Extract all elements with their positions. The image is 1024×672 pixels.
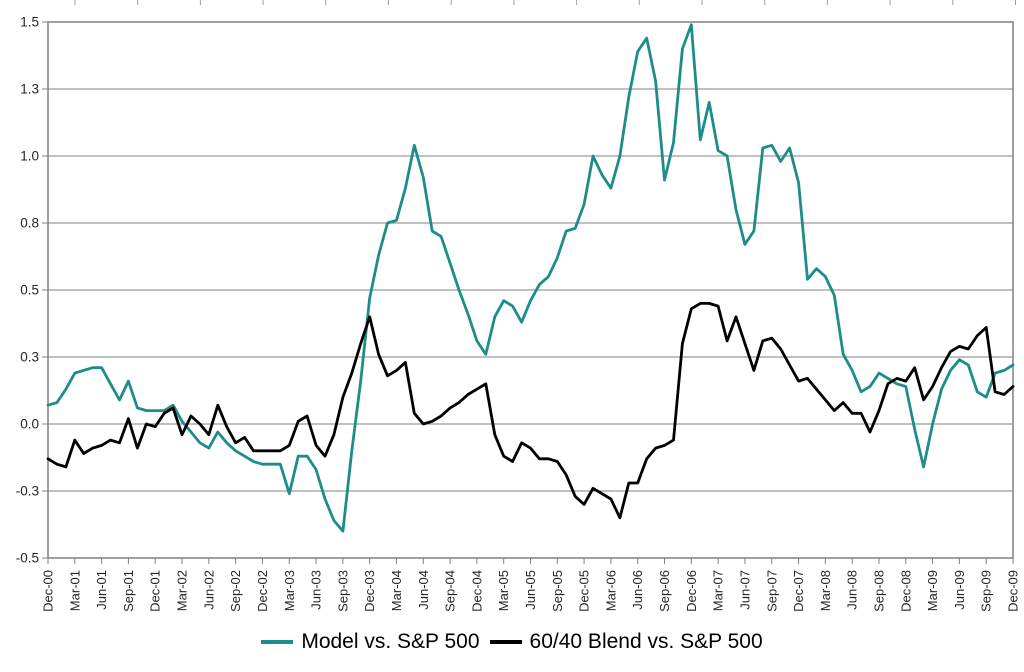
x-axis-label: Mar-07 bbox=[711, 570, 726, 611]
x-axis-label: Dec-03 bbox=[362, 570, 377, 612]
x-axis-label: Sep-03 bbox=[335, 570, 350, 612]
x-axis-label: Dec-05 bbox=[577, 570, 592, 612]
y-axis-label: 0.0 bbox=[20, 417, 39, 432]
y-axis-label: 1.3 bbox=[20, 82, 39, 97]
x-axis-label: Dec-09 bbox=[1006, 570, 1021, 612]
x-axis-label: Sep-08 bbox=[871, 570, 886, 612]
x-axis-label: Jun-08 bbox=[845, 570, 860, 610]
legend-item-blend: 60/40 Blend vs. S&P 500 bbox=[489, 630, 763, 654]
x-axis-label: Mar-01 bbox=[67, 570, 82, 611]
x-axis-label: Sep-05 bbox=[550, 570, 565, 612]
y-axis-label: 0.8 bbox=[20, 216, 39, 231]
blend-series-swatch bbox=[489, 640, 522, 644]
x-axis-label: Mar-05 bbox=[496, 570, 511, 611]
legend-label-blend: 60/40 Blend vs. S&P 500 bbox=[529, 630, 763, 653]
x-axis-label: Dec-06 bbox=[684, 570, 699, 612]
y-axis-label: 1.0 bbox=[20, 149, 39, 164]
x-axis-label: Dec-02 bbox=[255, 570, 270, 612]
x-axis-label: Jun-05 bbox=[523, 570, 538, 610]
model-series-swatch bbox=[261, 640, 294, 644]
x-axis-label: Mar-04 bbox=[389, 570, 404, 611]
x-axis-label: Mar-06 bbox=[603, 570, 618, 611]
x-axis-label: Jun-01 bbox=[94, 570, 109, 610]
x-axis-label: Sep-02 bbox=[228, 570, 243, 612]
x-axis-label: Mar-09 bbox=[925, 570, 940, 611]
chart-legend: Model vs. S&P 500 60/40 Blend vs. S&P 50… bbox=[0, 630, 1024, 654]
x-axis-label: Jun-07 bbox=[737, 570, 752, 610]
x-axis-label: Sep-07 bbox=[764, 570, 779, 612]
x-axis-label: Sep-06 bbox=[657, 570, 672, 612]
y-axis-label: -0.5 bbox=[16, 551, 39, 566]
blend-series-line bbox=[46, 301, 1015, 520]
x-axis-label: Jun-03 bbox=[309, 570, 324, 610]
x-axis-label: Mar-02 bbox=[175, 570, 190, 611]
x-axis-label: Jun-04 bbox=[416, 570, 431, 610]
x-axis-label: Jun-02 bbox=[201, 570, 216, 610]
x-axis-label: Sep-04 bbox=[443, 570, 458, 612]
x-axis-label: Mar-03 bbox=[282, 570, 297, 611]
model-series-line bbox=[46, 23, 1015, 533]
legend-item-model: Model vs. S&P 500 bbox=[261, 630, 480, 654]
x-axis-label: Dec-04 bbox=[469, 570, 484, 612]
x-axis-label: Dec-08 bbox=[898, 570, 913, 612]
y-axis-label: -0.3 bbox=[16, 484, 39, 499]
x-axis-label: Mar-08 bbox=[818, 570, 833, 611]
y-axis-label: 0.5 bbox=[20, 283, 39, 298]
x-axis-label: Dec-01 bbox=[148, 570, 163, 612]
y-axis-label: 1.5 bbox=[20, 15, 39, 30]
x-axis-label: Dec-00 bbox=[41, 570, 56, 612]
x-axis-label: Sep-09 bbox=[979, 570, 994, 612]
x-axis-label: Jun-06 bbox=[630, 570, 645, 610]
legend-label-model: Model vs. S&P 500 bbox=[301, 630, 480, 653]
x-axis-label: Sep-01 bbox=[121, 570, 136, 612]
y-axis-label: 0.3 bbox=[20, 350, 39, 365]
x-axis-label: Jun-09 bbox=[952, 570, 967, 610]
x-axis-label: Dec-07 bbox=[791, 570, 806, 612]
